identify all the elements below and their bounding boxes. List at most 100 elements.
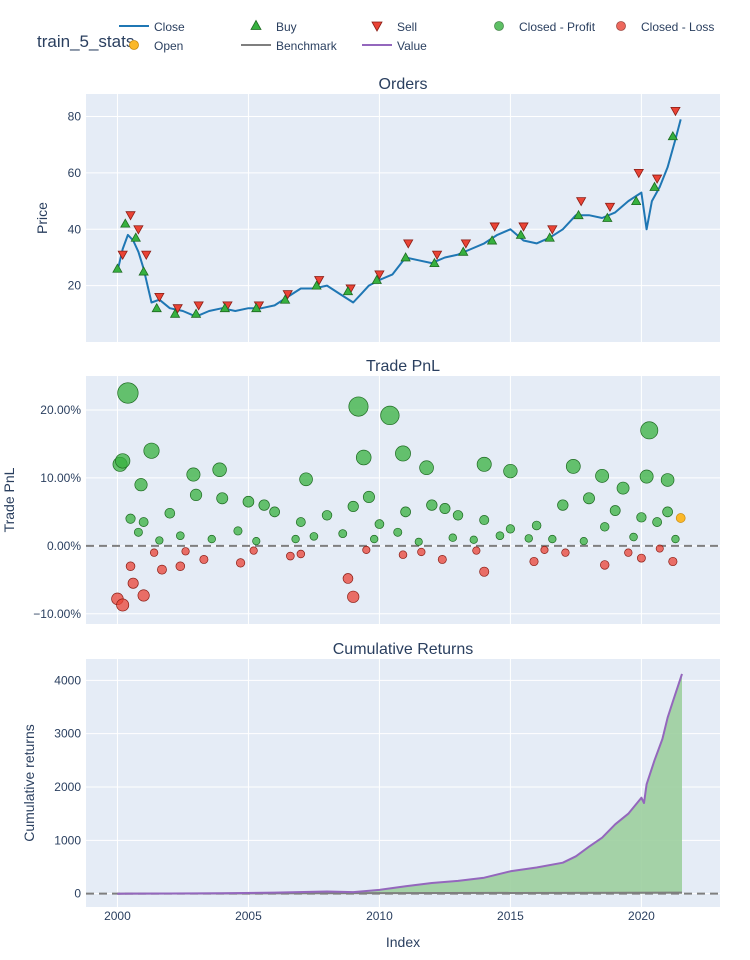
sell-marker xyxy=(575,197,587,207)
cumulative-returns-y-axis-title: Cumulative returns xyxy=(21,724,37,842)
buy-marker xyxy=(602,212,613,222)
loss-trade-marker xyxy=(175,561,186,571)
loss-trade-marker xyxy=(398,550,408,559)
profit-trade-marker xyxy=(216,492,229,505)
returns-area-fill xyxy=(117,673,682,894)
profit-trade-marker xyxy=(503,463,518,479)
sell-marker xyxy=(489,222,500,232)
buy-marker xyxy=(630,195,642,205)
buy-marker xyxy=(151,302,162,313)
profit-trade-marker xyxy=(476,456,492,472)
cumulative-returns-panel[interactable]: Cumulative Returns 0 1000 2000 3000 4000 200… xyxy=(21,641,720,950)
legend-item-open[interactable]: Open xyxy=(129,39,184,53)
profit-trade-marker xyxy=(640,421,659,440)
legend-item-sell[interactable]: Sell xyxy=(371,20,417,34)
profit-trade-marker xyxy=(414,537,423,546)
loss-trade-marker xyxy=(149,548,159,557)
profit-trade-marker xyxy=(380,405,400,426)
loss-trade-marker xyxy=(199,555,209,564)
orders-subplot-title: Orders xyxy=(379,76,428,93)
sell-marker xyxy=(313,276,325,286)
sell-marker xyxy=(518,222,529,232)
buy-marker xyxy=(112,263,123,273)
x-tick-label: 2005 xyxy=(235,909,262,923)
profit-trade-marker xyxy=(164,507,176,519)
profit-trade-marker xyxy=(355,449,372,466)
profit-trade-marker xyxy=(419,460,434,476)
loss-trade-marker xyxy=(540,545,549,554)
profit-trade-marker xyxy=(524,534,533,543)
loss-trade-marker xyxy=(249,546,258,555)
profit-trade-marker xyxy=(548,534,557,544)
legend-closed-profit-label: Closed - Profit xyxy=(519,20,596,34)
legend-item-buy[interactable]: Buy xyxy=(250,19,297,34)
trade-pnl-panel[interactable]: Trade PnL −10.00% 0.00% 10.00% 20.00% Trade… xyxy=(1,358,720,624)
sell-marker xyxy=(403,239,414,249)
sell-marker xyxy=(460,239,472,249)
sell-marker xyxy=(633,169,644,179)
sell-marker xyxy=(670,107,681,117)
legend-item-value[interactable]: Value xyxy=(362,39,427,53)
buy-marker xyxy=(311,280,322,290)
y-tick-label: 0.00% xyxy=(47,539,81,553)
loss-trade-marker xyxy=(637,553,646,563)
loss-trade-marker xyxy=(600,560,610,570)
profit-trade-marker xyxy=(609,505,621,516)
y-tick-label: 80 xyxy=(68,110,82,124)
profit-trade-marker xyxy=(531,520,542,531)
cumulative-returns-y-tick-labels: 0 1000 2000 3000 4000 xyxy=(54,673,81,900)
orders-panel[interactable]: Orders 20 40 60 80 Price xyxy=(34,76,720,342)
profit-trade-marker xyxy=(338,529,348,539)
buy-marker xyxy=(251,302,262,313)
profit-trade-marker xyxy=(189,488,203,502)
sell-marker xyxy=(651,174,663,184)
profit-trade-marker xyxy=(660,473,675,487)
loss-trade-marker xyxy=(347,590,360,603)
loss-trade-marker xyxy=(655,544,664,553)
x-axis-title: Index xyxy=(386,934,420,950)
sell-marker xyxy=(193,301,204,311)
y-tick-label: 10.00% xyxy=(40,471,81,485)
profit-trade-marker xyxy=(495,531,505,540)
profit-trade-marker xyxy=(115,453,131,469)
profit-trade-marker xyxy=(426,499,438,511)
sell-marker xyxy=(117,250,128,260)
profit-trade-marker xyxy=(295,517,306,527)
legend-sell-label: Sell xyxy=(397,20,417,34)
legend-benchmark-label: Benchmark xyxy=(276,39,338,53)
legend-item-closed-profit[interactable]: Closed - Profit xyxy=(494,20,596,34)
orders-plot-area[interactable] xyxy=(86,94,720,342)
loss-trade-marker xyxy=(137,589,150,602)
loss-trade-marker xyxy=(624,548,633,557)
open-trade-marker xyxy=(675,513,686,523)
profit-trade-marker xyxy=(138,517,149,527)
profit-trade-marker xyxy=(639,469,654,484)
trade-pnl-plot-area[interactable] xyxy=(86,376,720,624)
buy-marker xyxy=(573,209,584,220)
loss-trade-marker xyxy=(437,555,447,564)
trade-pnl-y-tick-labels: −10.00% 0.00% 10.00% 20.00% xyxy=(33,403,81,621)
buy-marker xyxy=(342,285,354,296)
sell-marker xyxy=(154,293,165,303)
x-tick-label: 2015 xyxy=(497,909,524,923)
buy-marker xyxy=(649,181,660,191)
loss-trade-marker xyxy=(286,551,295,561)
y-tick-label: 60 xyxy=(68,166,82,180)
y-tick-label: 2000 xyxy=(54,780,81,794)
y-tick-label: 20.00% xyxy=(40,403,81,417)
y-tick-label: −10.00% xyxy=(33,607,81,621)
buy-marker xyxy=(138,266,149,276)
legend-item-closed-loss[interactable]: Closed - Loss xyxy=(616,20,715,34)
legend-item-close[interactable]: Close xyxy=(119,20,185,34)
buy-marker xyxy=(279,294,291,304)
loss-trade-marker xyxy=(116,598,130,612)
legend-item-benchmark[interactable]: Benchmark xyxy=(241,39,338,53)
x-tick-label: 2020 xyxy=(628,909,655,923)
legend-loss-circle-icon xyxy=(616,21,626,31)
profit-trade-marker xyxy=(393,527,403,537)
legend[interactable]: Close Open Buy Benchmark Sell Value Clos… xyxy=(119,19,715,53)
loss-trade-marker xyxy=(296,549,306,559)
profit-trade-marker xyxy=(125,513,136,524)
x-tick-label: 2010 xyxy=(366,909,393,923)
